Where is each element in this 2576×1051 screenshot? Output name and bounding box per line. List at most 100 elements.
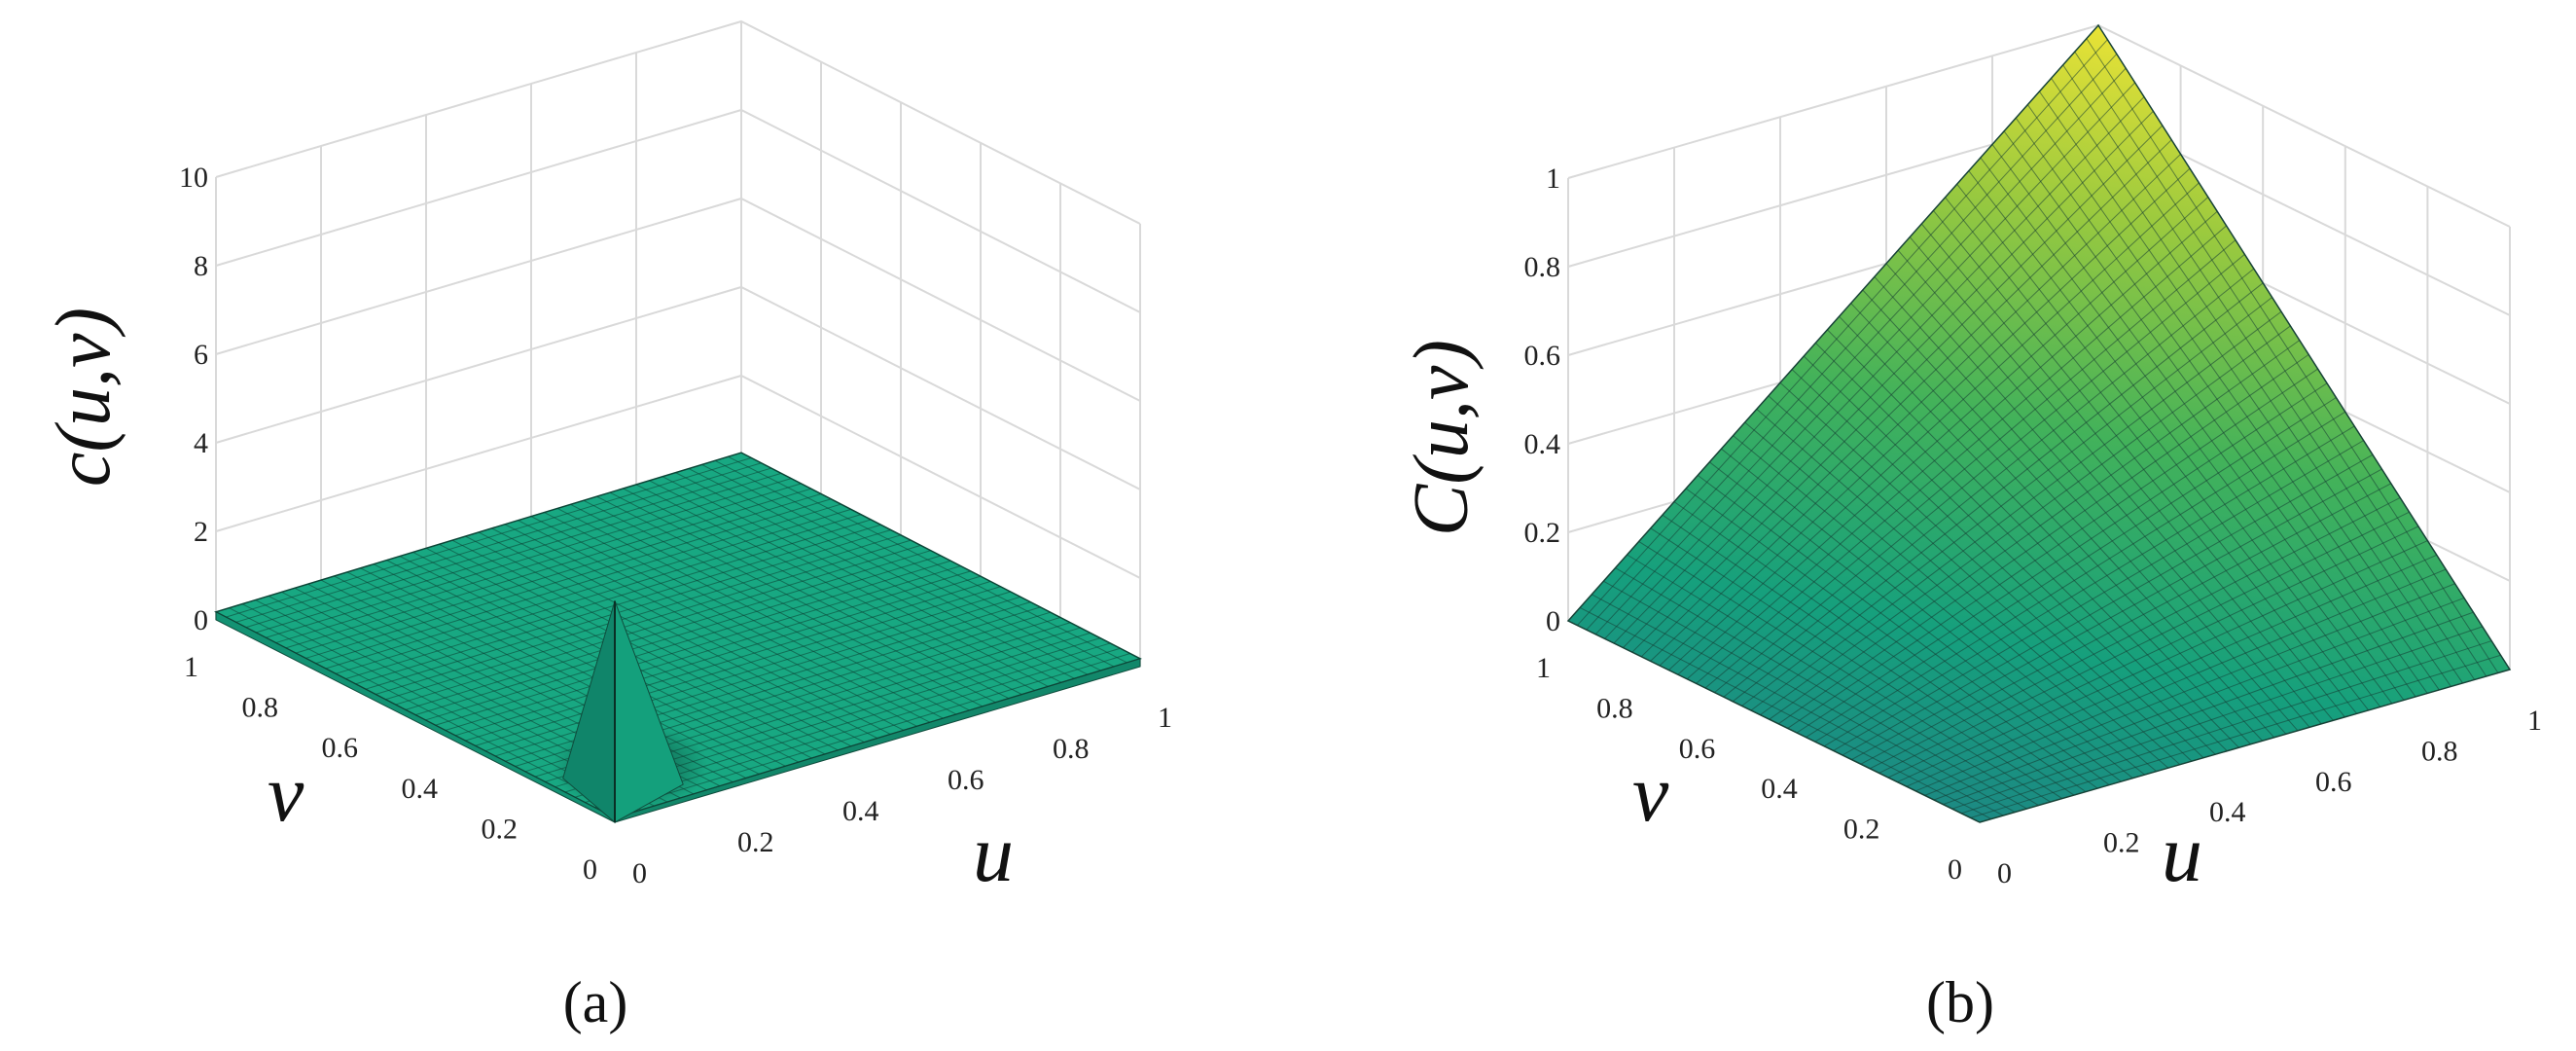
mesh-line xyxy=(315,503,841,665)
mesh-line xyxy=(365,529,891,690)
z-tick-label: 0.4 xyxy=(1524,428,1561,460)
z-tick-label: 2 xyxy=(194,516,208,548)
mesh-line xyxy=(1760,325,2291,716)
panel-b-x-label: u xyxy=(2162,809,2202,899)
mesh-line xyxy=(662,476,1062,683)
mesh-line xyxy=(1814,411,2346,743)
mesh-line xyxy=(1887,526,2419,779)
mesh-line xyxy=(1567,24,2099,622)
mesh-line xyxy=(1897,249,2310,728)
mesh-line xyxy=(2026,104,2440,691)
mesh-line xyxy=(1709,461,2122,782)
mesh-line xyxy=(1920,223,2334,721)
mesh-line xyxy=(1787,368,2318,729)
panel-a-x-label: u xyxy=(973,809,1014,899)
mesh-line xyxy=(1627,554,2039,806)
mesh-line xyxy=(275,483,802,644)
x-tick-label: 0.6 xyxy=(948,764,984,796)
x-tick-label: 0.6 xyxy=(2315,766,2352,798)
mesh-line xyxy=(2086,38,2499,673)
mesh-line xyxy=(375,534,902,695)
mesh-line xyxy=(1659,167,2191,667)
mesh-line xyxy=(295,493,822,654)
panel-b-y-label: v xyxy=(1632,748,1669,839)
mesh-line xyxy=(1604,82,2135,639)
mesh-line xyxy=(1613,96,2145,644)
mesh-line xyxy=(1704,239,2236,689)
y-tick-label: 0.6 xyxy=(1679,733,1716,765)
mesh-line xyxy=(1860,483,2392,765)
mesh-line xyxy=(1906,554,2438,787)
mesh-line xyxy=(544,512,944,719)
mesh-line xyxy=(1956,183,2370,711)
mesh-line xyxy=(1714,253,2245,693)
z-tick-label: 4 xyxy=(194,427,208,459)
mesh-line xyxy=(1823,425,2355,747)
mesh-line xyxy=(1842,453,2374,756)
mesh-line xyxy=(2051,78,2463,684)
mesh-line xyxy=(649,480,1049,687)
panel-b-ticks: 0 0.2 0.4 0.6 0.8 1 0 0.2 0.4 0.6 0.8 1 0 0.2 0.4 0.6 0.… xyxy=(1524,163,2543,889)
mesh-line xyxy=(1943,611,2474,806)
x-tick-label: 0.2 xyxy=(737,826,774,858)
mesh-line xyxy=(1721,448,2133,779)
mesh-line xyxy=(1970,654,2501,818)
mesh-line xyxy=(215,452,742,613)
mesh-line xyxy=(1806,397,2337,739)
mesh-line xyxy=(1769,340,2301,720)
y-tick-label: 0 xyxy=(583,853,597,886)
mesh-line xyxy=(1586,54,2118,631)
mesh-line xyxy=(1697,475,2110,786)
mesh-line xyxy=(1897,540,2428,783)
x-tick-label: 0.2 xyxy=(2103,827,2140,859)
z-tick-label: 8 xyxy=(194,250,208,282)
mesh-line xyxy=(255,472,782,634)
mesh-line xyxy=(335,514,862,674)
mesh-line xyxy=(245,467,771,629)
grid-line xyxy=(215,108,1141,313)
mesh-line xyxy=(1741,297,2272,707)
mesh-line xyxy=(1850,303,2264,742)
x-tick-label: 0 xyxy=(632,857,647,889)
mesh-line xyxy=(355,524,881,685)
grid-line xyxy=(215,19,1141,225)
mesh-line xyxy=(2015,117,2428,694)
mesh-line xyxy=(1723,268,2255,698)
mesh-line xyxy=(1951,626,2483,810)
mesh-line xyxy=(1668,182,2200,670)
mesh-line xyxy=(1750,310,2282,711)
mesh-line xyxy=(609,491,1010,700)
mesh-line xyxy=(1827,329,2239,748)
mesh-line xyxy=(405,550,931,710)
mesh-line xyxy=(305,498,832,659)
mesh-line xyxy=(1915,568,2447,792)
mesh-line xyxy=(2062,64,2476,680)
mesh-line xyxy=(1933,210,2345,718)
mesh-line xyxy=(570,503,970,711)
mesh-line xyxy=(1796,382,2328,734)
mesh-line xyxy=(1968,170,2381,707)
mesh-line xyxy=(395,544,921,706)
mesh-line xyxy=(1885,263,2299,732)
panel-b-z-label: C(u,v) xyxy=(1399,340,1485,536)
mesh-line xyxy=(1768,395,2181,766)
mesh-line xyxy=(1833,440,2364,751)
panel-a-z-label: c(u,v) xyxy=(41,308,126,487)
mesh-line xyxy=(1567,620,1981,823)
mesh-line xyxy=(1638,540,2051,803)
mesh-line xyxy=(2097,24,2511,670)
mesh-line xyxy=(1979,669,2511,823)
y-tick-label: 0 xyxy=(1948,853,1962,886)
mesh-line xyxy=(1756,409,2169,769)
mesh-line xyxy=(285,488,811,649)
mesh-line xyxy=(1874,276,2287,735)
mesh-line xyxy=(1878,511,2410,774)
grid-line xyxy=(215,285,1141,490)
x-tick-label: 1 xyxy=(2527,705,2542,737)
mesh-line xyxy=(1933,597,2465,801)
mesh-line xyxy=(1615,567,2027,810)
panel-b-surface xyxy=(1566,23,2512,823)
mesh-line xyxy=(345,519,872,680)
